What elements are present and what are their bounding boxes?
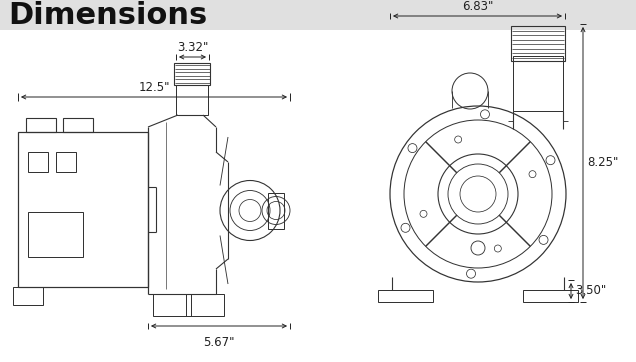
Bar xyxy=(176,85,208,115)
Bar xyxy=(378,290,433,302)
Bar xyxy=(56,152,76,172)
Text: 6.83": 6.83" xyxy=(462,0,493,13)
Bar xyxy=(18,132,148,287)
Text: 12.5": 12.5" xyxy=(138,81,170,94)
Bar xyxy=(153,294,191,316)
Bar xyxy=(28,152,48,172)
Bar xyxy=(186,294,224,316)
Bar xyxy=(513,56,563,111)
Text: 5.67": 5.67" xyxy=(204,336,235,349)
Bar xyxy=(63,118,93,132)
Bar xyxy=(523,290,578,302)
Text: 3.50": 3.50" xyxy=(575,285,606,298)
Text: 3.32": 3.32" xyxy=(177,41,209,54)
Text: 8.25": 8.25" xyxy=(587,156,618,169)
Bar xyxy=(28,212,83,257)
Bar xyxy=(26,118,56,132)
Bar xyxy=(13,287,43,305)
Bar xyxy=(0,0,636,30)
Text: Dimensions: Dimensions xyxy=(8,0,207,29)
Bar xyxy=(511,26,565,61)
Bar xyxy=(174,63,210,85)
Bar xyxy=(268,193,284,228)
